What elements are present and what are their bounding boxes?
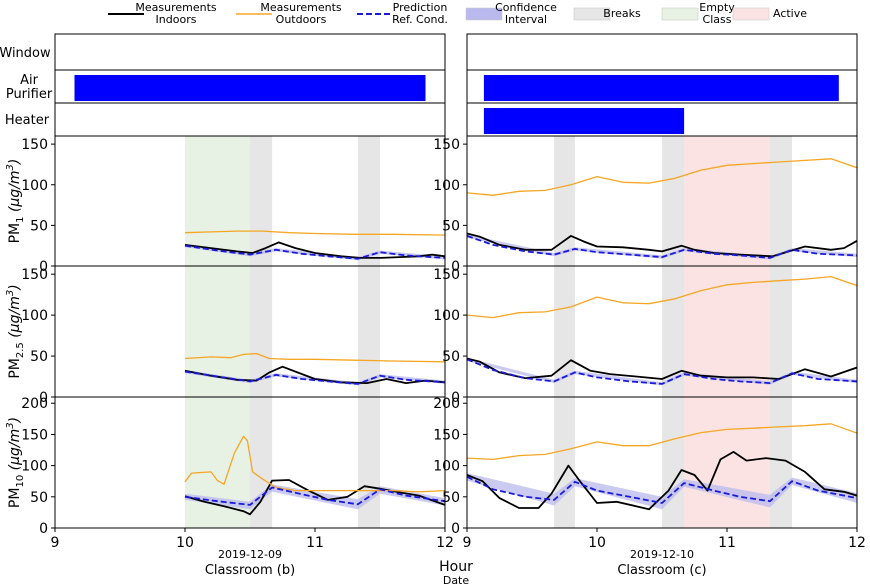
indoor-line: [467, 232, 857, 258]
ylabel-pm10: PM10 (μg/m3): [5, 417, 26, 508]
row-label-window: Window: [0, 46, 51, 61]
row-label-heater: Heater: [5, 113, 50, 128]
hour-label: Hour: [439, 559, 473, 575]
legend-breaks-swatch: [573, 7, 611, 21]
y-tick-label: 100: [21, 459, 48, 475]
y-tick-label: 0: [451, 259, 460, 275]
prediction-line: [184, 370, 445, 385]
y-tick-label: 150: [433, 427, 460, 443]
confidence-band: [185, 244, 445, 261]
legend: Measurements Indoors Measurements Outdoors P…: [108, 1, 807, 26]
pm-panel: 0 50 100 150: [21, 267, 445, 406]
x-tick-label: 12: [848, 535, 866, 551]
prediction-line: [467, 475, 857, 504]
x-tick-label: 11: [306, 535, 324, 551]
y-tick-label: 150: [21, 137, 48, 153]
y-tick-label: 150: [21, 427, 48, 443]
prediction-line: [467, 358, 857, 385]
y-tick-label: 0: [39, 521, 48, 537]
break-span: [250, 136, 273, 528]
panel-frame: [54, 33, 446, 71]
legend-empty-swatch: [661, 7, 699, 21]
panel-frame: [54, 102, 446, 137]
outdoor-line: [184, 435, 445, 493]
prediction-line: [184, 486, 445, 506]
column-date: 2019-12-10: [630, 548, 694, 561]
y-tick-label: 50: [442, 349, 460, 365]
column-name: Classroom (b): [205, 563, 295, 578]
heater-on-bar: [483, 108, 685, 134]
y-tick-label: 0: [39, 390, 48, 406]
legend-ci-swatch: [465, 7, 503, 21]
y-tick-label: 50: [442, 490, 460, 506]
pm-panel: 0 50 100 150 200: [433, 396, 857, 537]
date-label: Date: [443, 574, 470, 587]
x-tick-label: 10: [176, 535, 194, 551]
indoor-line: [467, 450, 857, 511]
x-tick-label: 11: [718, 535, 736, 551]
panel-frame: [466, 33, 858, 71]
legend-active-swatch: [732, 7, 770, 21]
active-span: [684, 136, 770, 528]
x-tick-label: 10: [588, 535, 606, 551]
break-span: [662, 136, 685, 528]
column-name: Classroom (c): [617, 563, 706, 578]
x-tick-label: 9: [51, 535, 60, 551]
y-tick-label: 150: [433, 267, 460, 283]
break-span: [554, 136, 575, 528]
legend-prediction-label: Prediction Ref. Cond.: [392, 1, 448, 26]
panel-frame: [54, 396, 446, 529]
y-tick-label: 200: [21, 396, 48, 412]
pm-panel: 0 50 100 150 200: [21, 396, 445, 537]
y-tick-label: 100: [433, 459, 460, 475]
outdoor-line: [467, 158, 857, 196]
outdoor-line: [184, 230, 445, 236]
confidence-band: [467, 234, 857, 260]
pm-panel: 0 50 100 150: [433, 137, 857, 275]
pm-panel: 0 50 100 150: [433, 267, 857, 406]
row-label-purifier: Air Purifier: [6, 73, 53, 102]
legend-indoor-label: Measurements Indoors: [135, 1, 217, 26]
legend-active-label: Active: [773, 7, 807, 20]
y-tick-label: 50: [442, 218, 460, 234]
y-tick-label: 100: [21, 308, 48, 324]
panel-frame: [466, 396, 858, 529]
ylabel-pm1: PM1 (μg/m3): [5, 159, 26, 244]
y-tick-label: 100: [21, 178, 48, 194]
purifier-on-bar: [74, 75, 426, 101]
y-tick-label: 0: [39, 259, 48, 275]
legend-breaks-label: Breaks: [603, 7, 641, 20]
y-tick-label: 0: [451, 521, 460, 537]
empty-class-span: [185, 136, 250, 528]
y-tick-label: 150: [433, 137, 460, 153]
outdoor-line: [184, 352, 445, 363]
y-tick-label: 150: [21, 267, 48, 283]
x-tick-label: 9: [463, 535, 472, 551]
panels: 0501001500501001500501001500501001500501…: [21, 33, 858, 537]
prediction-line: [467, 235, 857, 259]
y-tick-label: 100: [433, 178, 460, 194]
legend-ci-label: Confidence Interval: [495, 1, 557, 26]
y-tick-label: 50: [30, 218, 48, 234]
y-tick-label: 100: [433, 308, 460, 324]
break-span: [769, 136, 792, 528]
x-tick-label: 12: [436, 535, 454, 551]
prediction-line: [184, 244, 445, 260]
confidence-band: [467, 357, 857, 386]
legend-empty-label: Empty Class: [699, 1, 735, 26]
axis-labels: 9 10 11 12 2019-12-09 Classroom (b) 9 10 11 12 201…: [0, 46, 866, 587]
y-tick-label: 50: [30, 490, 48, 506]
outdoor-line: [467, 275, 857, 319]
pm-panel: 0 50 100 150: [21, 137, 445, 275]
y-tick-label: 0: [451, 390, 460, 406]
column-date: 2019-12-09: [218, 548, 282, 561]
y-tick-label: 50: [30, 349, 48, 365]
purifier-on-bar: [483, 75, 839, 101]
outdoor-line: [467, 423, 857, 461]
legend-outdoor-label: Measurements Outdoors: [260, 1, 342, 26]
ylabel-pm25: PM2.5 (μg/m3): [5, 284, 26, 378]
break-span: [357, 136, 380, 528]
y-tick-label: 200: [433, 396, 460, 412]
